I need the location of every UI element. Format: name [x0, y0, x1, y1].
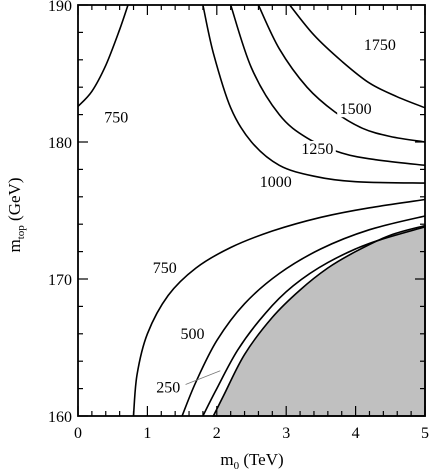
- y-axis-title: mtop (GeV): [5, 178, 27, 253]
- excluded-region: [211, 224, 426, 417]
- contour-label-backing-1: [337, 101, 374, 118]
- contour-line-500-6: [181, 215, 426, 417]
- x-tick-label: 0: [74, 425, 82, 442]
- contour-lines-layer: [77, 4, 426, 417]
- contour-label-backing-3: [257, 173, 295, 190]
- contour-label-1250-2: 1250: [301, 141, 333, 158]
- contour-label-750-5: 750: [153, 260, 177, 277]
- contour-label-750-4: 750: [104, 109, 128, 126]
- x-axis-title: m0 (TeV): [220, 450, 283, 472]
- y-tick-label: 190: [48, 0, 72, 15]
- contour-label-500-6: 500: [181, 326, 205, 343]
- contour-line-1750-0: [289, 4, 426, 109]
- y-tick-label: 170: [48, 272, 72, 289]
- contour-line-1250-2: [229, 4, 426, 167]
- contour-label-1750-0: 1750: [364, 37, 396, 54]
- contour-line-750-5: [132, 198, 426, 417]
- contour-label-leader-line: [185, 370, 221, 385]
- contour-label-backing-6: [178, 325, 207, 342]
- y-axis-title-main: m: [5, 239, 24, 252]
- contour-label-250-7: 250: [156, 379, 180, 396]
- contour-line-750-4: [77, 4, 129, 107]
- x-tick-label: 3: [282, 425, 290, 442]
- contour-label-backing-0: [361, 36, 399, 53]
- x-tick-label: 2: [213, 425, 221, 442]
- contour-label-1000-3: 1000: [260, 174, 292, 191]
- x-axis-title-sub: 0: [234, 460, 240, 472]
- x-tick-label: 1: [143, 425, 151, 442]
- excluded-region-layer: [211, 224, 426, 417]
- y-axis-title-unit: (GeV): [5, 178, 24, 226]
- plot-frame: [77, 4, 426, 417]
- contour-labels-layer: 1750 1500 1250 1000 750 750 500 250: [101, 36, 399, 396]
- y-tick-label: 160: [48, 409, 72, 426]
- x-tick-label: 4: [352, 425, 360, 442]
- contour-line-1500-1: [257, 4, 426, 143]
- contour-label-backing-2: [299, 141, 336, 157]
- contour-label-backing-5: [150, 260, 179, 277]
- contour-label-backing-4: [101, 109, 131, 126]
- contour-line-1000-3: [202, 4, 426, 184]
- axes-layer: 0 1 2 3 4 5 160 170 180 190: [48, 0, 429, 442]
- contour-label-1500-1: 1500: [340, 101, 372, 118]
- y-tick-label: 180: [48, 135, 72, 152]
- x-axis-title-main: m: [220, 450, 233, 469]
- x-axis-title-unit: (TeV): [239, 450, 284, 469]
- x-tick-label: 5: [421, 425, 429, 442]
- contour-label-backing-7: [153, 379, 183, 396]
- y-axis-title-sub: top: [15, 225, 27, 240]
- contour-line-250-7: [202, 226, 426, 417]
